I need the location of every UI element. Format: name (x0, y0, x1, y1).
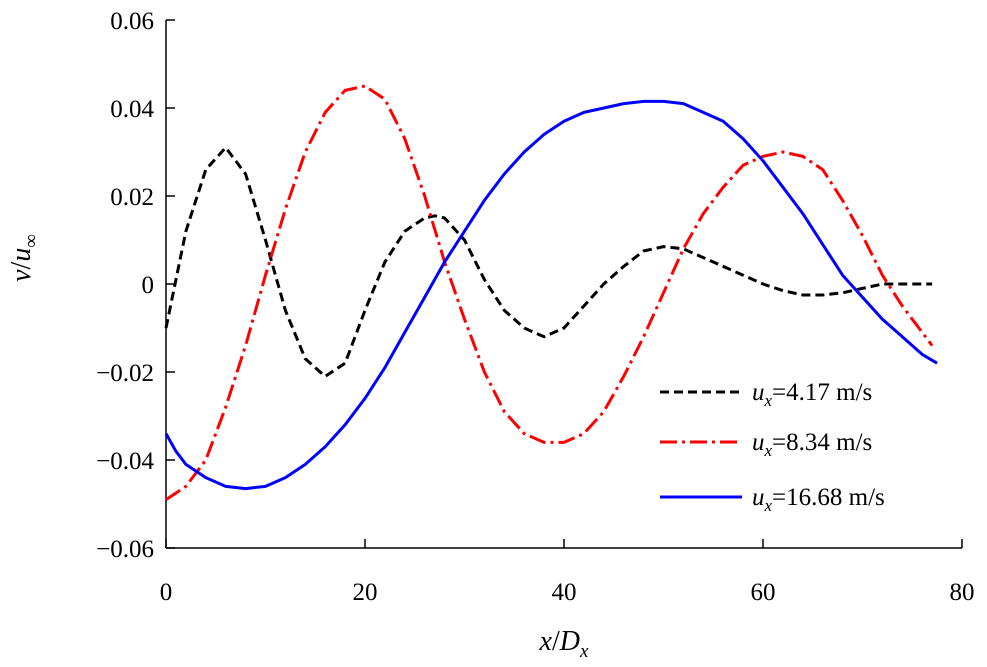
legend-item: ux=8.34 m/s (660, 429, 872, 460)
legend-item: ux=4.17 m/s (660, 379, 872, 410)
x-axis-label-var: x (539, 626, 553, 657)
x-axis-label-sub: x (579, 641, 589, 662)
series-line-ux-16-68 (164, 99, 938, 491)
x-tick-label: 0 (160, 579, 173, 606)
y-tick-label: 0.02 (110, 184, 154, 211)
y-tick-label: 0 (142, 272, 155, 299)
y-tick-label: −0.06 (96, 536, 154, 563)
x-tick-label: 60 (751, 579, 776, 606)
x-tick-label: 20 (353, 579, 378, 606)
x-axis-label-denom: D (559, 626, 580, 657)
x-axis-label-sep: / (552, 626, 560, 657)
ticks: 0.060.040.020−0.02−0.04−0.060 20 40 60 80 (96, 8, 974, 606)
axes (165, 20, 962, 549)
y-axis-label-sub: ∞ (21, 234, 42, 248)
series-line-ux-4-17 (164, 146, 933, 378)
y-axis-label-sep: / (6, 261, 37, 269)
y-tick-label: 0.06 (110, 8, 154, 35)
y-axis-label: v/u∞ (6, 234, 42, 282)
y-axis-label-var: v (6, 269, 37, 282)
legend-label: ux=4.17 m/s (752, 379, 872, 410)
series-lines (164, 84, 938, 501)
y-tick-label: −0.02 (96, 360, 154, 387)
y-tick-label: −0.04 (96, 448, 154, 475)
legend-label: ux=16.68 m/s (752, 484, 885, 515)
y-axis-label-denom: u (6, 248, 37, 262)
legend-item: ux=16.68 m/s (660, 484, 885, 515)
legend: ux=4.17 m/s ux=8.34 m/s ux=16.68 m/s (660, 379, 885, 515)
legend-label: ux=8.34 m/s (752, 429, 872, 460)
x-tick-label: 40 (552, 579, 577, 606)
x-tick-label: 80 (950, 579, 975, 606)
y-tick-label: 0.04 (110, 96, 154, 123)
x-axis-label: x/Dx (539, 626, 589, 662)
